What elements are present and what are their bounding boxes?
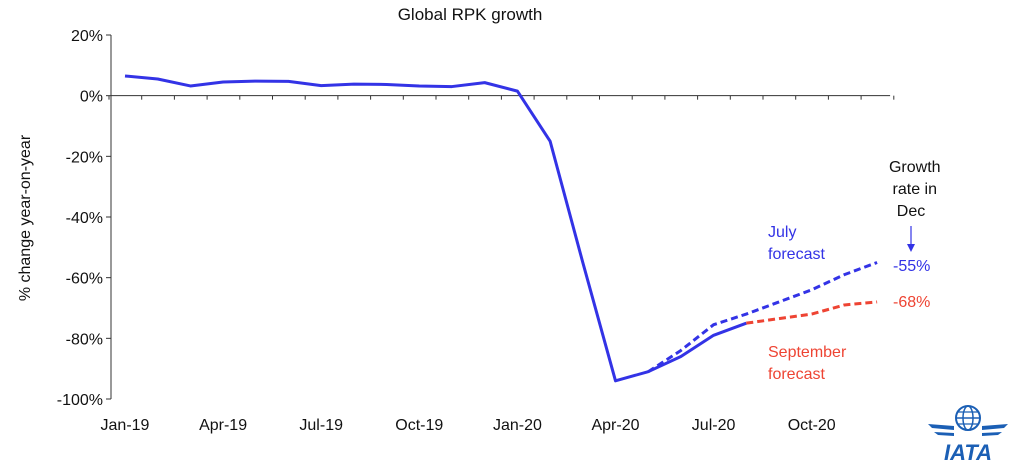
x-tick-label: Jan-19 [101,417,150,434]
july-forecast-line [647,261,878,373]
y-tick-label: -20% [66,149,103,166]
y-tick-label: 20% [71,28,103,45]
july-label-line-2: forecast [768,246,825,263]
x-tick-label: Apr-20 [591,417,639,434]
september-forecast-label: September forecast [768,344,851,383]
series-layer [124,74,878,383]
x-tick-label: Jul-19 [299,417,343,434]
july-value-label: -55% [893,258,930,275]
growth-header-line-1: Growth [889,159,941,176]
chart-title: Global RPK growth [398,5,543,24]
x-tick-label: Apr-19 [199,417,247,434]
y-tick-label: 0% [80,89,103,106]
y-tick-labels: 20% 0% -20% -40% -60% -80% -100% [57,28,103,409]
july-forecast-label: July forecast [768,224,825,263]
growth-header-line-3: Dec [897,203,925,220]
growth-header-line-2: rate in [893,181,937,198]
x-tick-marks [108,95,895,100]
iata-logo: IATA [928,405,1008,465]
y-tick-label: -60% [66,271,103,288]
growth-rate-header: Growth rate in Dec [889,159,945,220]
x-tick-labels: Jan-19 Apr-19 Jul-19 Oct-19 Jan-20 Apr-20 Jul-… [101,417,836,434]
x-tick-label: Oct-20 [788,417,836,434]
y-tick-label: -100% [57,392,103,409]
y-tick-label: -40% [66,210,103,227]
september-label-line-1: September [768,344,847,361]
growth-arrow-icon [907,226,915,252]
september-forecast-line [746,300,878,325]
x-tick-label: Jan-20 [493,417,542,434]
logo-text: IATA [944,440,992,465]
wings-icon [928,424,1008,436]
y-axis-label: % change year-on-year [17,134,34,301]
july-label-line-1: July [768,224,796,241]
actual-rpk-line [124,74,747,383]
september-label-line-2: forecast [768,366,825,383]
y-tick-marks [106,34,111,400]
september-value-label: -68% [893,294,930,311]
x-tick-label: Oct-19 [395,417,443,434]
globe-icon [955,405,981,431]
x-tick-label: Jul-20 [692,417,736,434]
y-tick-label: -80% [66,331,103,348]
